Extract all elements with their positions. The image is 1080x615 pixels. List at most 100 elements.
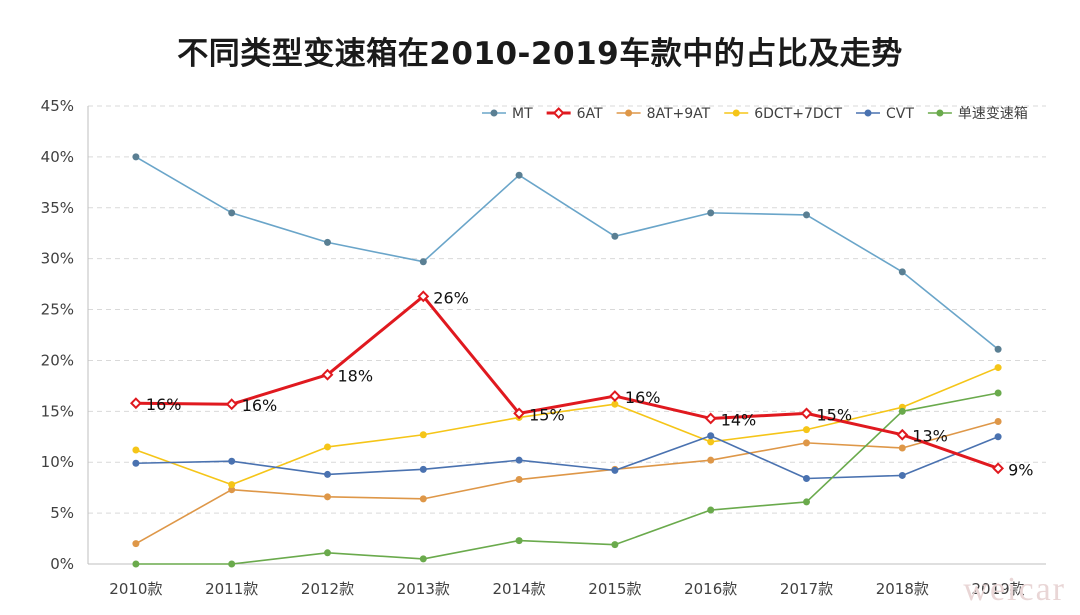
data-point: [994, 345, 1002, 353]
legend-marker: [732, 109, 740, 117]
data-point: [419, 258, 427, 266]
series-line: [135, 366, 999, 486]
data-point: [129, 397, 142, 410]
y-tick-label: 40%: [41, 148, 74, 166]
data-label: 9%: [1008, 460, 1033, 479]
watermark-text: weicar: [963, 571, 1066, 608]
data-point: [992, 462, 1005, 475]
data-point: [132, 459, 140, 467]
series-line: [135, 392, 999, 565]
x-tick-label: 2018款: [876, 580, 929, 598]
y-tick-label: 5%: [50, 504, 74, 522]
legend-label: CVT: [886, 106, 914, 122]
data-labels: 16% 16% 18% 26% 15% 16% 14% 15% 13% 9%: [146, 288, 1034, 479]
y-tick-label: 0%: [50, 555, 74, 573]
y-tick-label: 15%: [41, 402, 74, 420]
data-point: [321, 368, 334, 381]
data-point: [132, 540, 140, 548]
data-label: 18%: [338, 367, 374, 386]
axes: 0% 5% 10% 15% 20% 25% 30% 35% 40% 45% 2010款 2011款 20…: [41, 97, 1046, 598]
x-tick-label: 2015款: [588, 580, 641, 598]
data-label: 15%: [817, 405, 853, 424]
series-6DCT+7DCT: [132, 364, 1002, 489]
legend-item: CVT: [856, 106, 914, 122]
data-point: [994, 418, 1002, 426]
grid-lines: [88, 105, 1046, 514]
series-line: [135, 294, 999, 470]
data-point: [707, 432, 715, 440]
y-tick-label: 35%: [41, 199, 74, 217]
data-point: [803, 426, 810, 434]
data-point: [132, 153, 140, 161]
data-point: [324, 443, 331, 451]
series-CVT: [132, 432, 1002, 483]
data-point: [515, 537, 523, 545]
legend-item: MT: [482, 106, 533, 122]
data-point: [515, 476, 523, 484]
series-单速变速箱: [132, 389, 1002, 568]
legend-marker: [864, 109, 872, 117]
data-point: [228, 209, 236, 217]
data-point: [611, 400, 619, 408]
data-point: [515, 171, 523, 179]
data-point: [228, 481, 236, 489]
legend-label: 单速变速箱: [958, 106, 1028, 122]
data-point: [417, 290, 430, 303]
data-point: [896, 428, 909, 441]
data-point: [419, 465, 427, 473]
y-tick-label: 10%: [41, 453, 74, 471]
legend-label: 6AT: [577, 106, 603, 122]
legend-marker: [552, 107, 565, 119]
data-point: [898, 407, 906, 415]
data-point: [132, 560, 140, 568]
data-label: 26%: [433, 288, 469, 307]
data-point: [707, 438, 715, 446]
data-point: [803, 211, 810, 219]
data-point: [324, 493, 331, 501]
data-point: [707, 209, 715, 217]
data-point: [132, 446, 140, 454]
series-line: [135, 434, 999, 480]
data-label: 16%: [625, 388, 661, 407]
series-8AT+9AT: [132, 418, 1002, 548]
data-point: [324, 470, 331, 478]
y-tick-label: 25%: [41, 301, 74, 319]
x-tick-label: 2014款: [493, 580, 546, 598]
y-tick-label: 45%: [41, 97, 74, 115]
legend-marker: [490, 109, 498, 117]
series-line: [135, 420, 999, 545]
data-point: [898, 268, 906, 276]
legend-item: 6DCT+7DCT: [724, 106, 842, 122]
data-point: [608, 390, 621, 402]
legend: MT 6AT 8AT+9AT 6DCT+7DCT CVT 单速变速箱: [482, 106, 1028, 122]
data-point: [800, 407, 813, 420]
data-point: [611, 541, 619, 549]
data-label: 16%: [242, 396, 278, 415]
y-tick-label: 20%: [41, 351, 74, 369]
x-tick-label: 2012款: [301, 580, 354, 598]
chart-title: 不同类型变速箱在2010-2019车款中的占比及走势: [177, 36, 903, 72]
x-tick-label: 2010款: [109, 580, 162, 598]
legend-label: MT: [512, 106, 533, 122]
data-point: [611, 232, 619, 240]
data-point: [324, 238, 331, 246]
series-line: [135, 156, 999, 350]
data-point: [324, 549, 331, 557]
legend-item: 6AT: [546, 106, 603, 122]
data-label: 15%: [529, 405, 565, 424]
data-point: [707, 456, 715, 464]
data-point: [228, 457, 236, 465]
legend-marker: [936, 109, 944, 117]
data-point: [419, 555, 427, 563]
data-label: 16%: [146, 395, 182, 414]
data-point: [803, 439, 810, 447]
series-6AT: [129, 290, 1005, 475]
data-point: [228, 486, 236, 494]
data-point: [419, 495, 427, 503]
x-tick-label: 2013款: [397, 580, 450, 598]
data-point: [225, 398, 238, 411]
legend-item: 8AT+9AT: [616, 106, 711, 122]
data-point: [707, 506, 715, 514]
data-point: [898, 444, 906, 452]
